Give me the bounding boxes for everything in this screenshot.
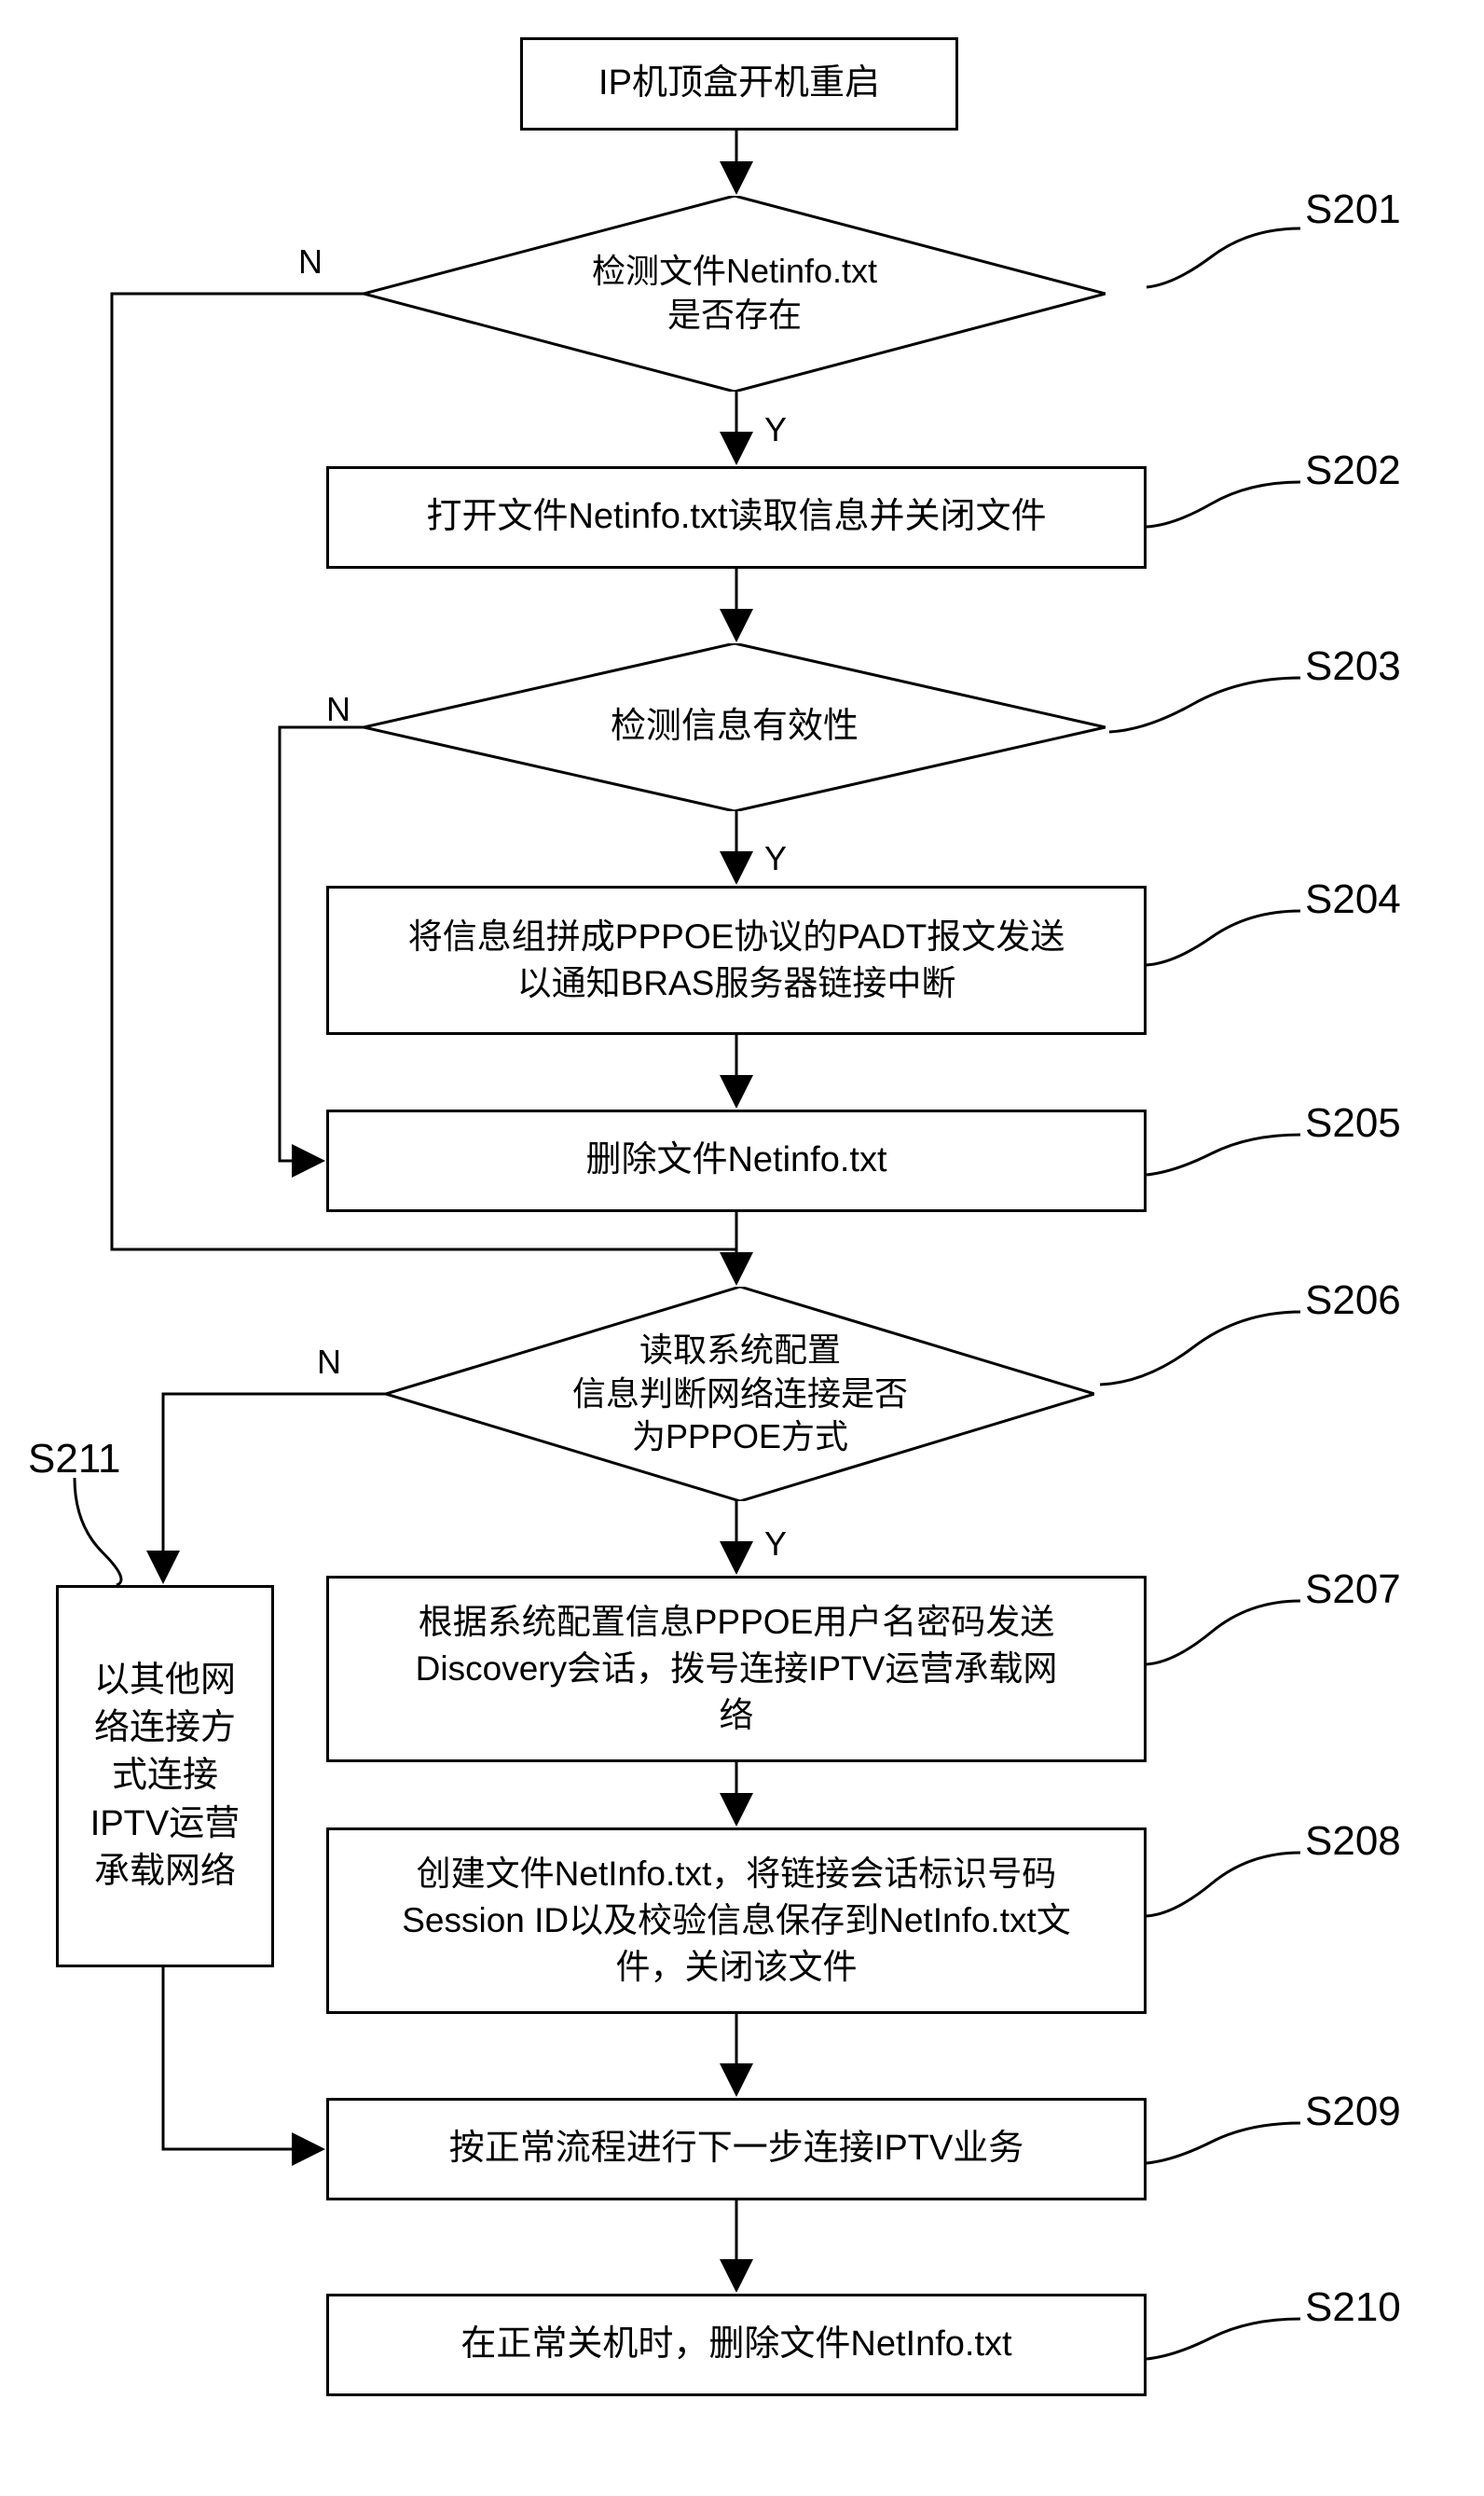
step-curve-S208 bbox=[1147, 1841, 1305, 1925]
step-curve-S205 bbox=[1147, 1124, 1305, 1184]
step-curve-S201 bbox=[1147, 214, 1305, 298]
node-s208-text: 创建文件NetInfo.txt，将链接会话标识号码 Session ID以及校验… bbox=[402, 1851, 1071, 1991]
node-d206-text: 读取系统配置 信息判断网络连接是否 为PPPOE方式 bbox=[572, 1329, 908, 1459]
node-s208: 创建文件NetInfo.txt，将链接会话标识号码 Session ID以及校验… bbox=[326, 1827, 1147, 2014]
flowchart-container: IP机顶盒开机重启 检测文件Netinfo.txt 是否存在 打开文件Netin… bbox=[0, 0, 1484, 2496]
node-d203-text: 检测信息有效性 bbox=[611, 704, 859, 750]
step-curve-S207 bbox=[1147, 1590, 1305, 1674]
step-label-S207: S207 bbox=[1305, 1566, 1401, 1613]
node-start: IP机顶盒开机重启 bbox=[520, 37, 958, 131]
node-s211: 以其他网 络连接方 式连接 IPTV运营 承载网络 bbox=[56, 1585, 274, 1967]
step-curve-S206 bbox=[1100, 1301, 1305, 1394]
step-curve-S203 bbox=[1109, 667, 1305, 741]
node-s202: 打开文件Netinfo.txt读取信息并关闭文件 bbox=[326, 466, 1147, 569]
node-s205: 删除文件Netinfo.txt bbox=[326, 1110, 1147, 1212]
step-curve-S202 bbox=[1147, 471, 1305, 536]
node-s209-text: 按正常流程进行下一步连接IPTV业务 bbox=[449, 2125, 1024, 2172]
edge-label-d201-n: N bbox=[298, 242, 323, 282]
node-s205-text: 删除文件Netinfo.txt bbox=[585, 1137, 886, 1184]
node-s204: 将信息组拼成PPPOE协议的PADT报文发送 以通知BRAS服务器链接中断 bbox=[326, 886, 1147, 1035]
step-label-S201: S201 bbox=[1305, 186, 1401, 233]
step-label-S211: S211 bbox=[28, 1436, 121, 1482]
node-s202-text: 打开文件Netinfo.txt读取信息并关闭文件 bbox=[426, 493, 1046, 541]
step-curve-S209 bbox=[1147, 2112, 1305, 2172]
step-label-S202: S202 bbox=[1305, 448, 1401, 494]
node-s209: 按正常流程进行下一步连接IPTV业务 bbox=[326, 2098, 1147, 2200]
node-s207: 根据系统配置信息PPPOE用户名密码发送 Discovery会话，拨号连接IPT… bbox=[326, 1576, 1147, 1762]
step-label-S205: S205 bbox=[1305, 1100, 1401, 1147]
node-d203: 检测信息有效性 bbox=[364, 643, 1106, 811]
edge-label-d206-n: N bbox=[317, 1343, 341, 1382]
step-label-S206: S206 bbox=[1305, 1277, 1401, 1324]
node-s211-text: 以其他网 络连接方 式连接 IPTV运营 承载网络 bbox=[90, 1657, 240, 1896]
edge-label-d203-n: N bbox=[326, 690, 350, 729]
step-label-S204: S204 bbox=[1305, 876, 1401, 923]
node-s210: 在正常关机时，删除文件NetInfo.txt bbox=[326, 2294, 1147, 2396]
node-d201: 检测文件Netinfo.txt 是否存在 bbox=[364, 196, 1106, 392]
edge-label-d206-y: Y bbox=[764, 1524, 787, 1564]
node-s207-text: 根据系统配置信息PPPOE用户名密码发送 Discovery会话，拨号连接IPT… bbox=[416, 1599, 1058, 1739]
node-s204-text: 将信息组拼成PPPOE协议的PADT报文发送 以通知BRAS服务器链接中断 bbox=[408, 914, 1065, 1007]
node-s210-text: 在正常关机时，删除文件NetInfo.txt bbox=[460, 2321, 1011, 2368]
step-curve-S204 bbox=[1147, 900, 1305, 974]
edge-label-d203-y: Y bbox=[764, 839, 787, 878]
step-label-S203: S203 bbox=[1305, 643, 1401, 690]
node-d206: 读取系统配置 信息判断网络连接是否 为PPPOE方式 bbox=[386, 1287, 1094, 1501]
step-curve-S210 bbox=[1147, 2308, 1305, 2368]
node-d201-text: 检测文件Netinfo.txt 是否存在 bbox=[592, 250, 877, 338]
step-curve-S211 bbox=[65, 1478, 158, 1590]
step-label-S208: S208 bbox=[1305, 1818, 1401, 1865]
step-label-S210: S210 bbox=[1305, 2284, 1401, 2331]
edge-label-d201-y: Y bbox=[764, 410, 787, 449]
node-start-text: IP机顶盒开机重启 bbox=[598, 60, 880, 107]
step-label-S209: S209 bbox=[1305, 2089, 1401, 2135]
